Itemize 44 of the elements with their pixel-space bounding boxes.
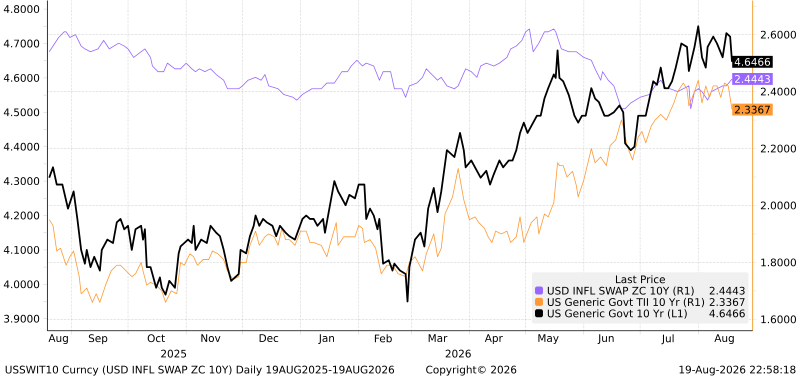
y2-tick-label: 2.2000 <box>760 144 796 153</box>
text: Copyright© 2026 <box>426 366 516 376</box>
y-tick-label: 4.6000 <box>4 74 40 82</box>
x-tick-label: Jan <box>318 334 334 344</box>
y2-tick-label: 2.6000 <box>760 30 796 39</box>
text: 2.3367 <box>710 298 745 306</box>
x-tick-label: Jun <box>598 334 614 344</box>
y-tick-label: 4.2000 <box>4 212 40 220</box>
x-tick-label: Aug <box>48 334 68 344</box>
x-tick-label: Aug <box>714 334 734 344</box>
x-tick-label: Sep <box>88 334 108 344</box>
x-tick-label: Oct <box>148 334 165 342</box>
text: 2025 <box>161 350 186 358</box>
legend-label: US Generic Govt TII 10 Yr (R1) <box>548 298 704 308</box>
legend-label: USD INFL SWAP ZC 10Y (R1) <box>548 286 694 296</box>
data-label: 2.4443 <box>734 75 770 84</box>
x-tick-label: Apr <box>484 334 503 344</box>
x-tick-label: Feb <box>374 334 392 343</box>
text: USSWIT10 Curncy (USD INFL SWAP ZC 10Y) Daily 19AUG2025-19AUG2026 <box>6 366 394 376</box>
text: 19-Aug-2026 22:58:18 <box>680 366 796 376</box>
y-tick-label: 4.3000 <box>4 177 40 186</box>
y-tick-label: 4.5000 <box>4 108 40 116</box>
y-tick-label: 4.8000 <box>4 5 40 14</box>
y2-tick-label: 2.0000 <box>760 202 796 210</box>
y-tick-label: 4.4000 <box>4 143 40 151</box>
data-label: 2.3367 <box>734 106 770 114</box>
text: 2.4443 <box>710 286 745 295</box>
y2-tick-label: 1.6000 <box>761 316 796 324</box>
x-tick-label: Jul <box>661 334 674 345</box>
y-tick-label: 4.7000 <box>4 40 40 48</box>
x-tick-label: Nov <box>201 334 220 342</box>
legend-title: Last Price <box>616 275 665 284</box>
data-label: 4.6466 <box>734 58 770 66</box>
y-tick-label: 4.1000 <box>4 246 40 254</box>
x-tick-label: Dec <box>260 334 278 342</box>
legend-label: US Generic Govt 10 Yr (L1) <box>548 310 687 319</box>
y2-tick-label: 2.4000 <box>760 88 796 96</box>
y-tick-label: 4.0000 <box>4 280 40 288</box>
text: 4.6466 <box>709 310 745 318</box>
text: 2026 <box>446 350 471 358</box>
y2-tick-label: 1.8000 <box>761 258 796 267</box>
x-tick-label: Mar <box>428 334 448 342</box>
x-tick-label: May <box>538 334 559 344</box>
y-tick-label: 3.9000 <box>4 315 40 323</box>
